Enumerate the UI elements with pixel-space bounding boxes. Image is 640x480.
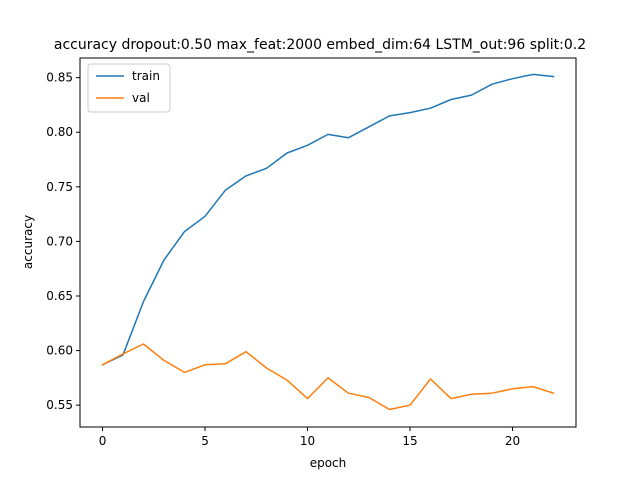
y-axis-ticks: 0.55 0.60 0.65 0.70 0.75 0.80 0.85 [46, 71, 80, 412]
legend-label-train: train [132, 69, 160, 83]
y-tick-label: 0.55 [46, 398, 73, 412]
x-tick-label: 5 [201, 434, 209, 448]
y-tick-label: 0.65 [46, 289, 73, 303]
legend-label-val: val [132, 91, 150, 105]
y-axis-label: accuracy [21, 215, 35, 269]
series-lines [101, 73, 555, 411]
series-line-val [101, 343, 555, 411]
x-axis-label: epoch [310, 456, 347, 470]
y-tick-label: 0.80 [46, 125, 73, 139]
x-tick-label: 10 [300, 434, 315, 448]
y-tick-label: 0.70 [46, 234, 73, 248]
y-tick-label: 0.75 [46, 180, 73, 194]
chart-title: accuracy dropout:0.50 max_feat:2000 embe… [54, 37, 586, 53]
x-tick-label: 20 [505, 434, 520, 448]
plot-area [80, 58, 576, 427]
y-tick-label: 0.60 [46, 344, 73, 358]
axes-frame [79, 57, 577, 428]
y-tick-label: 0.85 [46, 71, 73, 85]
x-tick-label: 0 [99, 434, 107, 448]
series-line-train [101, 73, 555, 366]
x-tick-label: 15 [402, 434, 417, 448]
x-axis-ticks: 0 5 10 15 20 [99, 427, 520, 448]
legend: train val [87, 63, 171, 113]
